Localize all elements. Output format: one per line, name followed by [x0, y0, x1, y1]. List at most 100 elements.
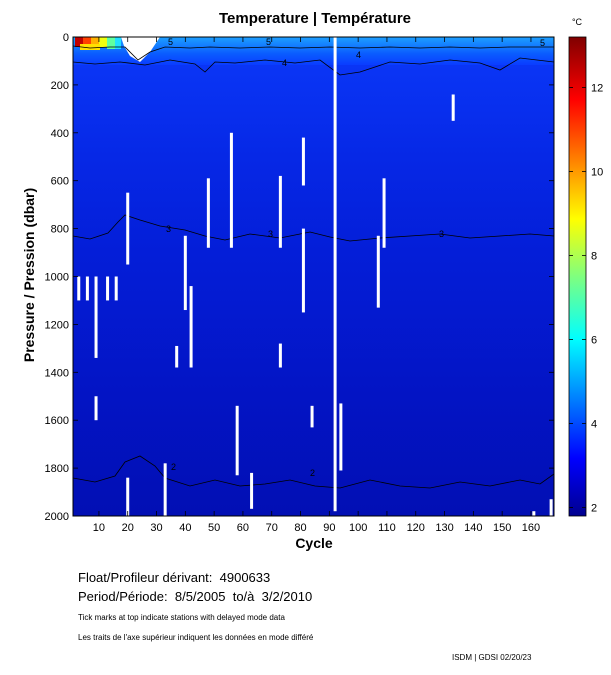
contour-3 — [73, 214, 554, 242]
surface-warm-patch — [75, 37, 121, 50]
x-axis-label: Cycle — [295, 535, 333, 551]
x-tick-label: 130 — [435, 522, 453, 534]
colorbar-tick-label: 4 — [591, 419, 597, 431]
y-tick-label: 1000 — [45, 272, 69, 284]
y-tick-label: 600 — [51, 176, 69, 188]
y-tick-label: 1200 — [45, 319, 69, 331]
contour-label-3: 3 — [166, 224, 171, 234]
colorbar-tick-label: 6 — [591, 335, 597, 347]
x-axis: 10 20 30 40 50 60 70 80 90 100 110 120 130 140 150 160 — [93, 37, 540, 534]
gap-mark — [77, 276, 81, 301]
gap-mark — [278, 343, 282, 368]
gap-mark — [229, 132, 233, 248]
x-tick-label: 20 — [122, 522, 134, 534]
x-tick-label: 40 — [179, 522, 191, 534]
x-tick-label: 80 — [294, 522, 306, 534]
contour-label-4: 4 — [356, 50, 361, 60]
contour-label-5: 5 — [266, 37, 271, 47]
float-id: 4900633 — [219, 570, 271, 585]
x-tick-label: 120 — [407, 522, 425, 534]
x-tick-label: 110 — [378, 522, 396, 534]
contour-label-group: 5 5 5 4 4 3 3 3 2 2 — [166, 37, 545, 478]
contour-label-2: 2 — [171, 462, 176, 472]
gap-mark — [301, 228, 305, 313]
x-tick-label: 60 — [237, 522, 249, 534]
colorbar-unit: °C — [572, 17, 583, 27]
deep-water-field — [73, 37, 554, 516]
gap-mark — [85, 276, 89, 301]
gap-mark — [333, 37, 337, 512]
y-tick-label: 0 — [63, 32, 69, 44]
missing-data-gaps — [77, 37, 553, 516]
x-tick-label: 140 — [464, 522, 482, 534]
x-tick-label: 70 — [266, 522, 278, 534]
y-tick-label: 1400 — [45, 367, 69, 379]
y-tick-label: 400 — [51, 128, 69, 140]
gap-mark — [175, 345, 179, 368]
gap-mark — [114, 276, 118, 301]
period-to-label: to/à — [232, 589, 255, 604]
contour-4 — [73, 57, 554, 76]
y-tick-label: 2000 — [45, 511, 69, 523]
x-tick-label: 50 — [208, 522, 220, 534]
gap-mark — [532, 511, 536, 516]
gap-mark — [183, 235, 187, 311]
gap-mark — [278, 175, 282, 248]
gap-mark — [94, 396, 98, 421]
x-tick-label: 10 — [93, 522, 105, 534]
contour-label-5: 5 — [168, 37, 173, 47]
footer-credit: ISDM | GDSI 02/20/23 — [452, 653, 532, 662]
gap-mark — [126, 192, 130, 265]
gap-mark — [189, 286, 193, 368]
gap-mark — [206, 178, 210, 248]
gap-mark — [163, 463, 167, 516]
y-axis: 0 200 400 600 800 1000 1200 1400 1600 1800 2000 — [45, 32, 554, 523]
surface-gap — [121, 37, 160, 62]
contour-label-3: 3 — [268, 229, 273, 239]
contour-label-4: 4 — [282, 58, 287, 68]
gap-mark — [250, 472, 254, 509]
colorbar-tick-label: 10 — [591, 166, 603, 178]
contour-label-5: 5 — [540, 38, 545, 48]
contour-2 — [73, 455, 554, 489]
y-tick-label: 1600 — [45, 415, 69, 427]
gap-mark — [376, 235, 380, 308]
gap-mark — [549, 499, 553, 516]
period-info-line: Period/Période: 8/5/2005 to/à 3/2/2010 — [78, 589, 312, 604]
y-tick-label: 200 — [51, 80, 69, 92]
gap-mark — [301, 137, 305, 186]
y-tick-label: 1800 — [45, 463, 69, 475]
chart-title: Temperature | Température — [219, 10, 411, 27]
period-from: 8/5/2005 — [174, 589, 226, 604]
gap-mark — [451, 94, 455, 121]
x-tick-label: 150 — [493, 522, 511, 534]
note-english: Tick marks at top indicate stations with… — [78, 613, 285, 622]
gap-mark — [382, 178, 386, 248]
note-french: Les traits de l'axe supérieur indiquent … — [78, 633, 314, 642]
colorbar: °C 2 4 6 8 10 12 — [568, 17, 603, 517]
gap-mark — [94, 276, 98, 358]
gap-mark — [106, 276, 110, 301]
colorbar-tick-label: 12 — [591, 82, 603, 94]
gap-mark — [339, 403, 343, 471]
colorbar-scale — [568, 36, 587, 517]
colorbar-tick-label: 8 — [591, 250, 597, 262]
gap-mark — [126, 477, 130, 516]
x-tick-label: 30 — [150, 522, 162, 534]
contour-label-3: 3 — [439, 229, 444, 239]
period-label: Period/Période: — [78, 589, 168, 604]
plot-area — [73, 37, 554, 516]
x-tick-label: 100 — [349, 522, 367, 534]
y-tick-label: 800 — [51, 224, 69, 236]
period-to: 3/2/2010 — [261, 589, 313, 604]
colorbar-ticks: 2 4 6 8 10 12 — [569, 82, 603, 515]
contour-label-2: 2 — [310, 468, 315, 478]
x-tick-label: 90 — [323, 522, 335, 534]
y-axis-label: Pressure / Pression (dbar) — [21, 188, 37, 362]
contour-5 — [73, 45, 554, 61]
gap-mark — [310, 405, 314, 428]
float-label: Float/Profileur dérivant: — [78, 570, 213, 585]
x-tick-label: 160 — [522, 522, 540, 534]
colorbar-tick-label: 2 — [591, 503, 597, 515]
